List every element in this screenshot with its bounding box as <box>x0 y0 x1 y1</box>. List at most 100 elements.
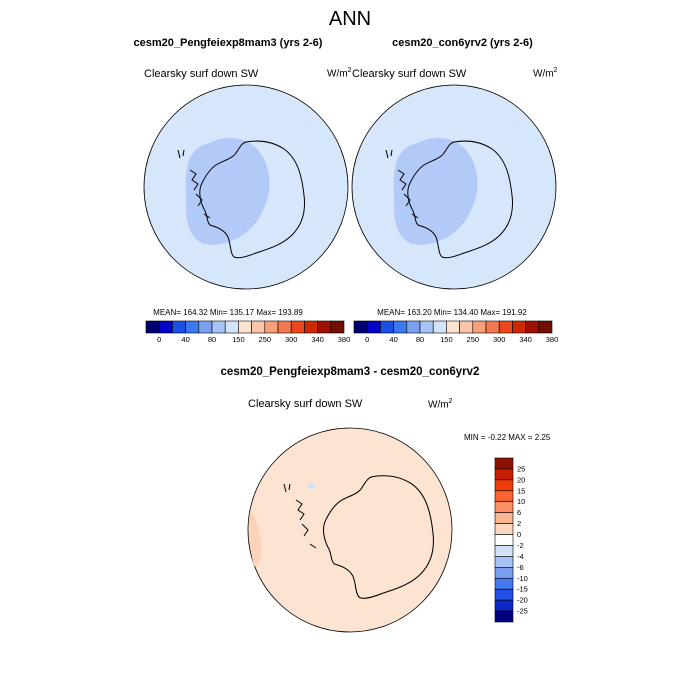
diff-colorbar-tick-label: -4 <box>517 552 524 561</box>
diff-colorbar-swatch <box>494 610 514 623</box>
panel1-colorbar-swatch <box>251 320 266 334</box>
panel1-colorbar-swatch <box>264 320 279 334</box>
panel2-colorbar-tick-label: 80 <box>416 335 424 344</box>
panel2-colorbar-tick-label: 150 <box>440 335 453 344</box>
diff-colorbar-swatch <box>494 468 514 481</box>
diff-cool-spot <box>308 483 314 489</box>
panel2-colorbar-swatch <box>393 320 408 334</box>
panel1-colorbar-tick-label: 250 <box>259 335 272 344</box>
diff-map <box>247 427 453 633</box>
panel2-title: cesm20_con6yrv2 (yrs 2-6) <box>392 37 533 49</box>
panel2-colorbar-swatch <box>419 320 434 334</box>
diff-colorbar-swatch <box>494 567 514 579</box>
panel1-variable: Clearsky surf down SW <box>144 68 259 80</box>
panel2-colorbar-swatch <box>538 320 553 334</box>
panel1-colorbar: 0 40 80 150 250 300 340 380 <box>145 320 351 344</box>
diff-colorbar-tick-label: 6 <box>517 508 521 517</box>
panel2-colorbar-tick-label: 250 <box>467 335 480 344</box>
panel1-colorbar-swatch <box>304 320 318 334</box>
panel2-colorbar-swatch <box>406 320 421 334</box>
panel1-map <box>143 84 349 290</box>
panel1-colorbar-swatch <box>211 320 226 334</box>
panel1-colorbar-tick-label: 150 <box>232 335 245 344</box>
panel2-units: W/m2 <box>533 67 558 80</box>
panel1-colorbar-tick-label: 0 <box>157 335 161 344</box>
panel1-colorbar-swatch <box>172 320 186 334</box>
panel1-colorbar-tick-label: 40 <box>181 335 189 344</box>
diff-colorbar-swatch <box>494 457 514 470</box>
panel1-colorbar-swatch <box>145 320 160 334</box>
panel1-stats: MEAN= 164.32 Min= 135.17 Max= 193.89 <box>153 308 303 317</box>
diff-colorbar-tick-label: -10 <box>517 574 528 583</box>
panel1-colorbar-swatch <box>290 320 305 334</box>
panel2-colorbar-swatch <box>446 320 460 334</box>
diff-colorbar-swatch <box>494 588 514 601</box>
diff-colorbar-tick-label: -20 <box>517 596 528 605</box>
panel1-colorbar-swatch <box>158 320 173 334</box>
panel2-colorbar-swatch <box>485 320 500 334</box>
diff-colorbar-swatch <box>494 512 514 524</box>
panel2-colorbar-swatch <box>380 320 394 334</box>
panel1-colorbar-tick-label: 340 <box>311 335 324 344</box>
panel2-colorbar: 0 40 80 150 250 300 340 380 <box>353 320 559 344</box>
main-title: ANN <box>328 8 372 30</box>
diff-colorbar-tick-label: 2 <box>517 519 521 528</box>
panel2-colorbar-swatch <box>525 320 540 334</box>
diff-field <box>247 427 453 633</box>
diff-colorbar-tick-label: 15 <box>517 486 525 495</box>
panel2-colorbar-swatch <box>366 320 381 334</box>
panel1-colorbar-swatch <box>238 320 252 334</box>
diff-colorbar-tick-label: 0 <box>517 530 521 539</box>
diff-colorbar-swatch <box>494 556 514 568</box>
panel2-map <box>351 84 557 290</box>
diff-colorbar-swatch <box>494 490 514 503</box>
diff-colorbar-swatch <box>494 599 514 612</box>
diff-colorbar-tick-label: 25 <box>517 464 525 473</box>
panel1-colorbar-swatch <box>317 320 332 334</box>
panel1-colorbar-swatch <box>224 320 239 334</box>
panel2-colorbar-swatch <box>432 320 447 334</box>
diff-colorbar-tick-label: -6 <box>517 563 524 572</box>
diff-title: cesm20_Pengfeiexp8mam3 - cesm20_con6yrv2 <box>220 366 480 378</box>
diff-warm-patch <box>249 512 262 566</box>
panel1-peninsula <box>177 149 211 219</box>
panel2-colorbar-tick-label: 340 <box>519 335 532 344</box>
panel1-units: W/m2 <box>327 67 352 80</box>
diff-stats: MIN = -0.22 MAX = 2.25 <box>464 433 551 442</box>
panel1-colorbar-swatch <box>277 320 292 334</box>
diff-colorbar-tick-label: -25 <box>517 607 528 616</box>
panel2-colorbar-tick-label: 40 <box>389 335 397 344</box>
diff-colorbar-swatch <box>494 545 514 557</box>
panel1-colorbar-swatch <box>185 320 200 334</box>
diff-colorbar-tick-label: -15 <box>517 585 528 594</box>
panel1-colorbar-tick-label: 380 <box>338 335 351 344</box>
panel1-colorbar-tick-label: 80 <box>208 335 216 344</box>
diff-colorbar-tick-label: 10 <box>517 497 525 506</box>
panel2-stats: MEAN= 163.20 Min= 134.40 Max= 191.92 <box>377 308 527 317</box>
panel2-colorbar-swatch <box>459 320 474 334</box>
diff-colorbar-swatch <box>494 501 514 513</box>
diff-colorbar-swatch <box>494 523 514 535</box>
panel2-colorbar-swatch <box>472 320 487 334</box>
diff-colorbar-swatch <box>494 577 514 590</box>
panel2-colorbar-tick-label: 380 <box>546 335 559 344</box>
diff-colorbar-tick-label: -2 <box>517 541 524 550</box>
diff-colorbar-tick-label: 20 <box>517 475 525 484</box>
panel2-colorbar-swatch <box>353 320 368 334</box>
panel1-title: cesm20_Pengfeiexp8mam3 (yrs 2-6) <box>133 37 323 49</box>
diff-variable: Clearsky surf down SW <box>248 398 363 410</box>
diff-units: W/m2 <box>428 398 453 411</box>
panel2-colorbar-tick-label: 0 <box>365 335 369 344</box>
panel2-peninsula <box>385 149 419 219</box>
panel1-colorbar-swatch <box>198 320 213 334</box>
panel1-colorbar-swatch <box>330 320 345 334</box>
panel2-colorbar-swatch <box>512 320 526 334</box>
diff-colorbar-swatch <box>494 479 514 492</box>
diff-peninsula <box>283 483 317 549</box>
panel2-colorbar-swatch <box>498 320 513 334</box>
diff-colorbar-swatch <box>494 534 514 546</box>
panel2-colorbar-tick-label: 300 <box>493 335 506 344</box>
panel1-colorbar-tick-label: 300 <box>285 335 298 344</box>
